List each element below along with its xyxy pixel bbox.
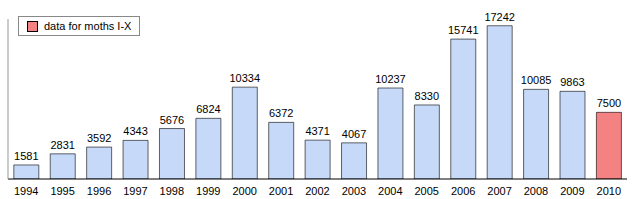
svg-text:2000: 2000 xyxy=(232,185,256,197)
svg-text:1998: 1998 xyxy=(160,185,184,197)
svg-text:2003: 2003 xyxy=(342,185,366,197)
svg-text:6372: 6372 xyxy=(269,107,293,119)
svg-text:1581: 1581 xyxy=(14,150,38,162)
svg-text:2831: 2831 xyxy=(50,139,74,151)
svg-text:8330: 8330 xyxy=(415,90,439,102)
svg-text:4371: 4371 xyxy=(305,125,329,137)
svg-text:2002: 2002 xyxy=(305,185,329,197)
svg-text:2006: 2006 xyxy=(451,185,475,197)
svg-text:1995: 1995 xyxy=(50,185,74,197)
svg-text:5676: 5676 xyxy=(160,114,184,126)
svg-text:1997: 1997 xyxy=(123,185,147,197)
svg-text:10237: 10237 xyxy=(375,73,406,85)
svg-text:1999: 1999 xyxy=(196,185,220,197)
svg-text:2009: 2009 xyxy=(560,185,584,197)
svg-text:4067: 4067 xyxy=(342,128,366,140)
svg-text:1994: 1994 xyxy=(14,185,38,197)
svg-text:2004: 2004 xyxy=(378,185,402,197)
svg-text:2005: 2005 xyxy=(414,185,438,197)
svg-text:10334: 10334 xyxy=(229,72,260,84)
svg-text:7500: 7500 xyxy=(597,97,621,109)
svg-text:3592: 3592 xyxy=(87,132,111,144)
svg-text:10085: 10085 xyxy=(521,74,552,86)
svg-text:6824: 6824 xyxy=(196,103,220,115)
svg-text:15741: 15741 xyxy=(448,24,479,36)
svg-text:2010: 2010 xyxy=(597,185,621,197)
svg-text:17242: 17242 xyxy=(484,11,515,23)
svg-text:2008: 2008 xyxy=(524,185,548,197)
svg-text:2007: 2007 xyxy=(487,185,511,197)
svg-text:1996: 1996 xyxy=(87,185,111,197)
svg-text:9863: 9863 xyxy=(560,76,584,88)
html-text:data for moths I-X: data for moths I-X xyxy=(44,20,132,32)
svg-text:2001: 2001 xyxy=(269,185,293,197)
svg-text:4343: 4343 xyxy=(123,125,147,137)
